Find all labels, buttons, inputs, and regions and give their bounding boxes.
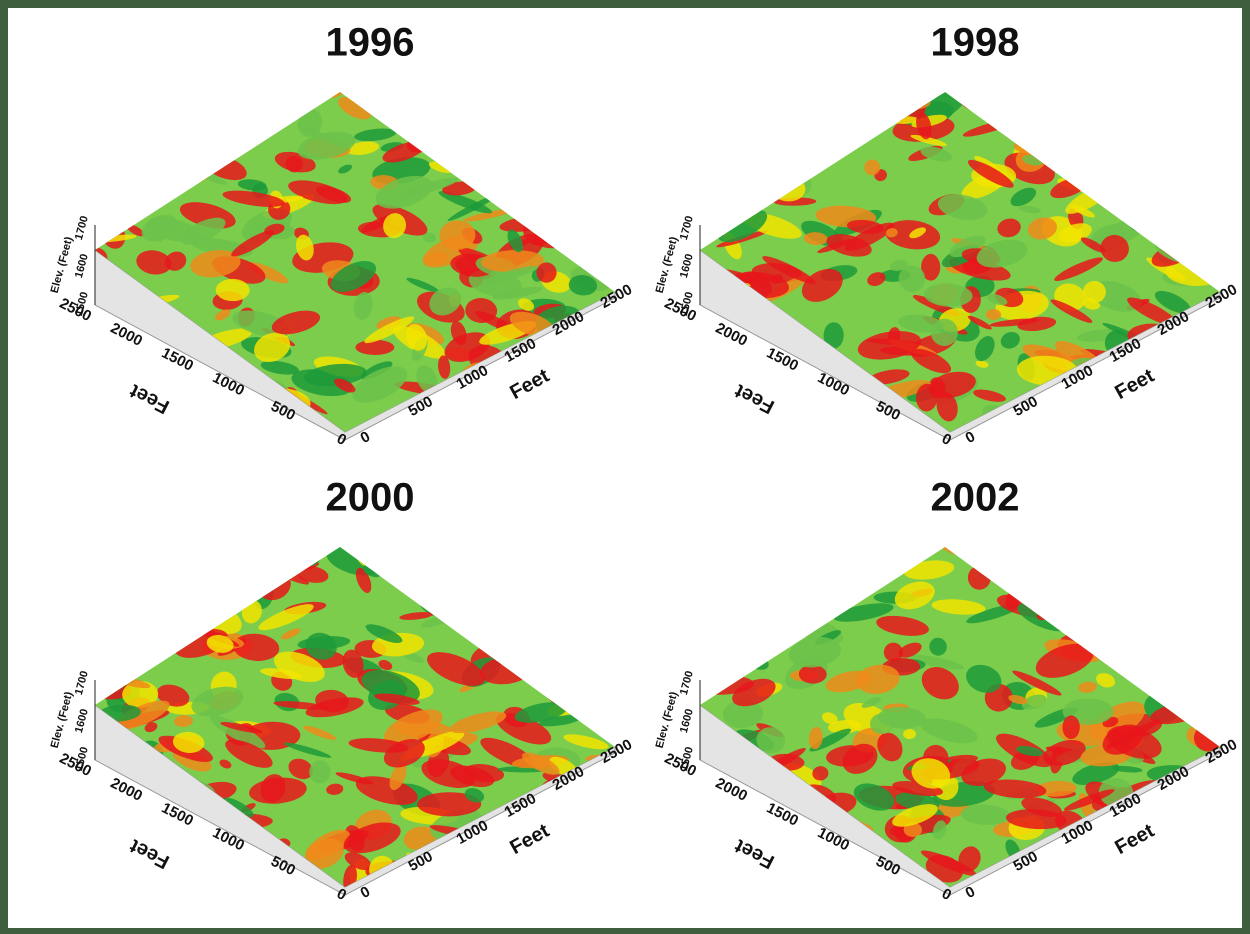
panel-title: 2002 xyxy=(931,476,1020,520)
panel-title: 1998 xyxy=(931,21,1020,65)
panel-title: 1996 xyxy=(326,21,415,65)
panel-title: 2000 xyxy=(326,476,415,520)
